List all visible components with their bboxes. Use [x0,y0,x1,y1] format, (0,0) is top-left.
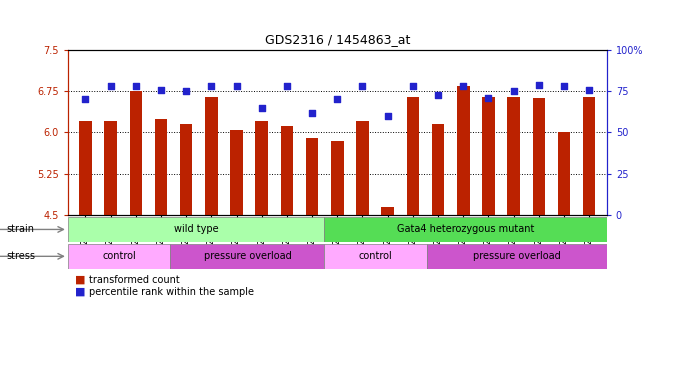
Bar [331,141,344,215]
Bar [457,86,470,215]
Bar [325,244,427,269]
Text: pressure overload: pressure overload [203,251,292,262]
Bar [427,244,607,269]
Text: ■: ■ [75,275,85,285]
Bar [382,207,394,215]
Point [306,109,317,116]
Bar [104,121,117,215]
Point [231,83,242,89]
Point [584,86,595,93]
Point [508,88,519,94]
Bar [231,130,243,215]
Bar [68,217,325,242]
Bar [507,97,520,215]
Point [105,83,116,89]
Bar [432,124,444,215]
Point [332,96,343,103]
Point [80,96,91,103]
Bar [532,98,545,215]
Bar [583,97,595,215]
Bar [306,138,319,215]
Bar [256,121,268,215]
Point [130,83,141,89]
Text: Gata4 heterozygous mutant: Gata4 heterozygous mutant [397,224,534,235]
Point [559,83,570,89]
Text: control: control [359,251,393,262]
Bar [129,91,142,215]
Point [534,81,544,88]
Text: control: control [102,251,136,262]
Point [206,83,217,89]
Bar [356,121,369,215]
Point [256,105,267,111]
Bar [79,121,92,215]
Bar [68,244,170,269]
Point [155,86,166,93]
Bar [281,126,293,215]
Point [181,88,192,94]
Point [281,83,292,89]
Text: pressure overload: pressure overload [473,251,561,262]
Bar [205,97,218,215]
Point [458,83,468,89]
Text: ■: ■ [75,287,85,297]
Point [483,95,494,101]
Bar [407,97,419,215]
Point [382,113,393,119]
Text: strain: strain [7,224,35,235]
Bar [558,132,570,215]
Text: stress: stress [7,251,36,262]
Bar [325,217,607,242]
Point [433,91,443,98]
Point [357,83,368,89]
Bar [155,119,167,215]
Bar [180,124,193,215]
Bar [482,97,495,215]
Text: GDS2316 / 1454863_at: GDS2316 / 1454863_at [264,33,410,46]
Bar [170,244,325,269]
Text: percentile rank within the sample: percentile rank within the sample [89,287,254,297]
Text: transformed count: transformed count [89,275,180,285]
Point [407,83,418,89]
Text: wild type: wild type [174,224,218,235]
